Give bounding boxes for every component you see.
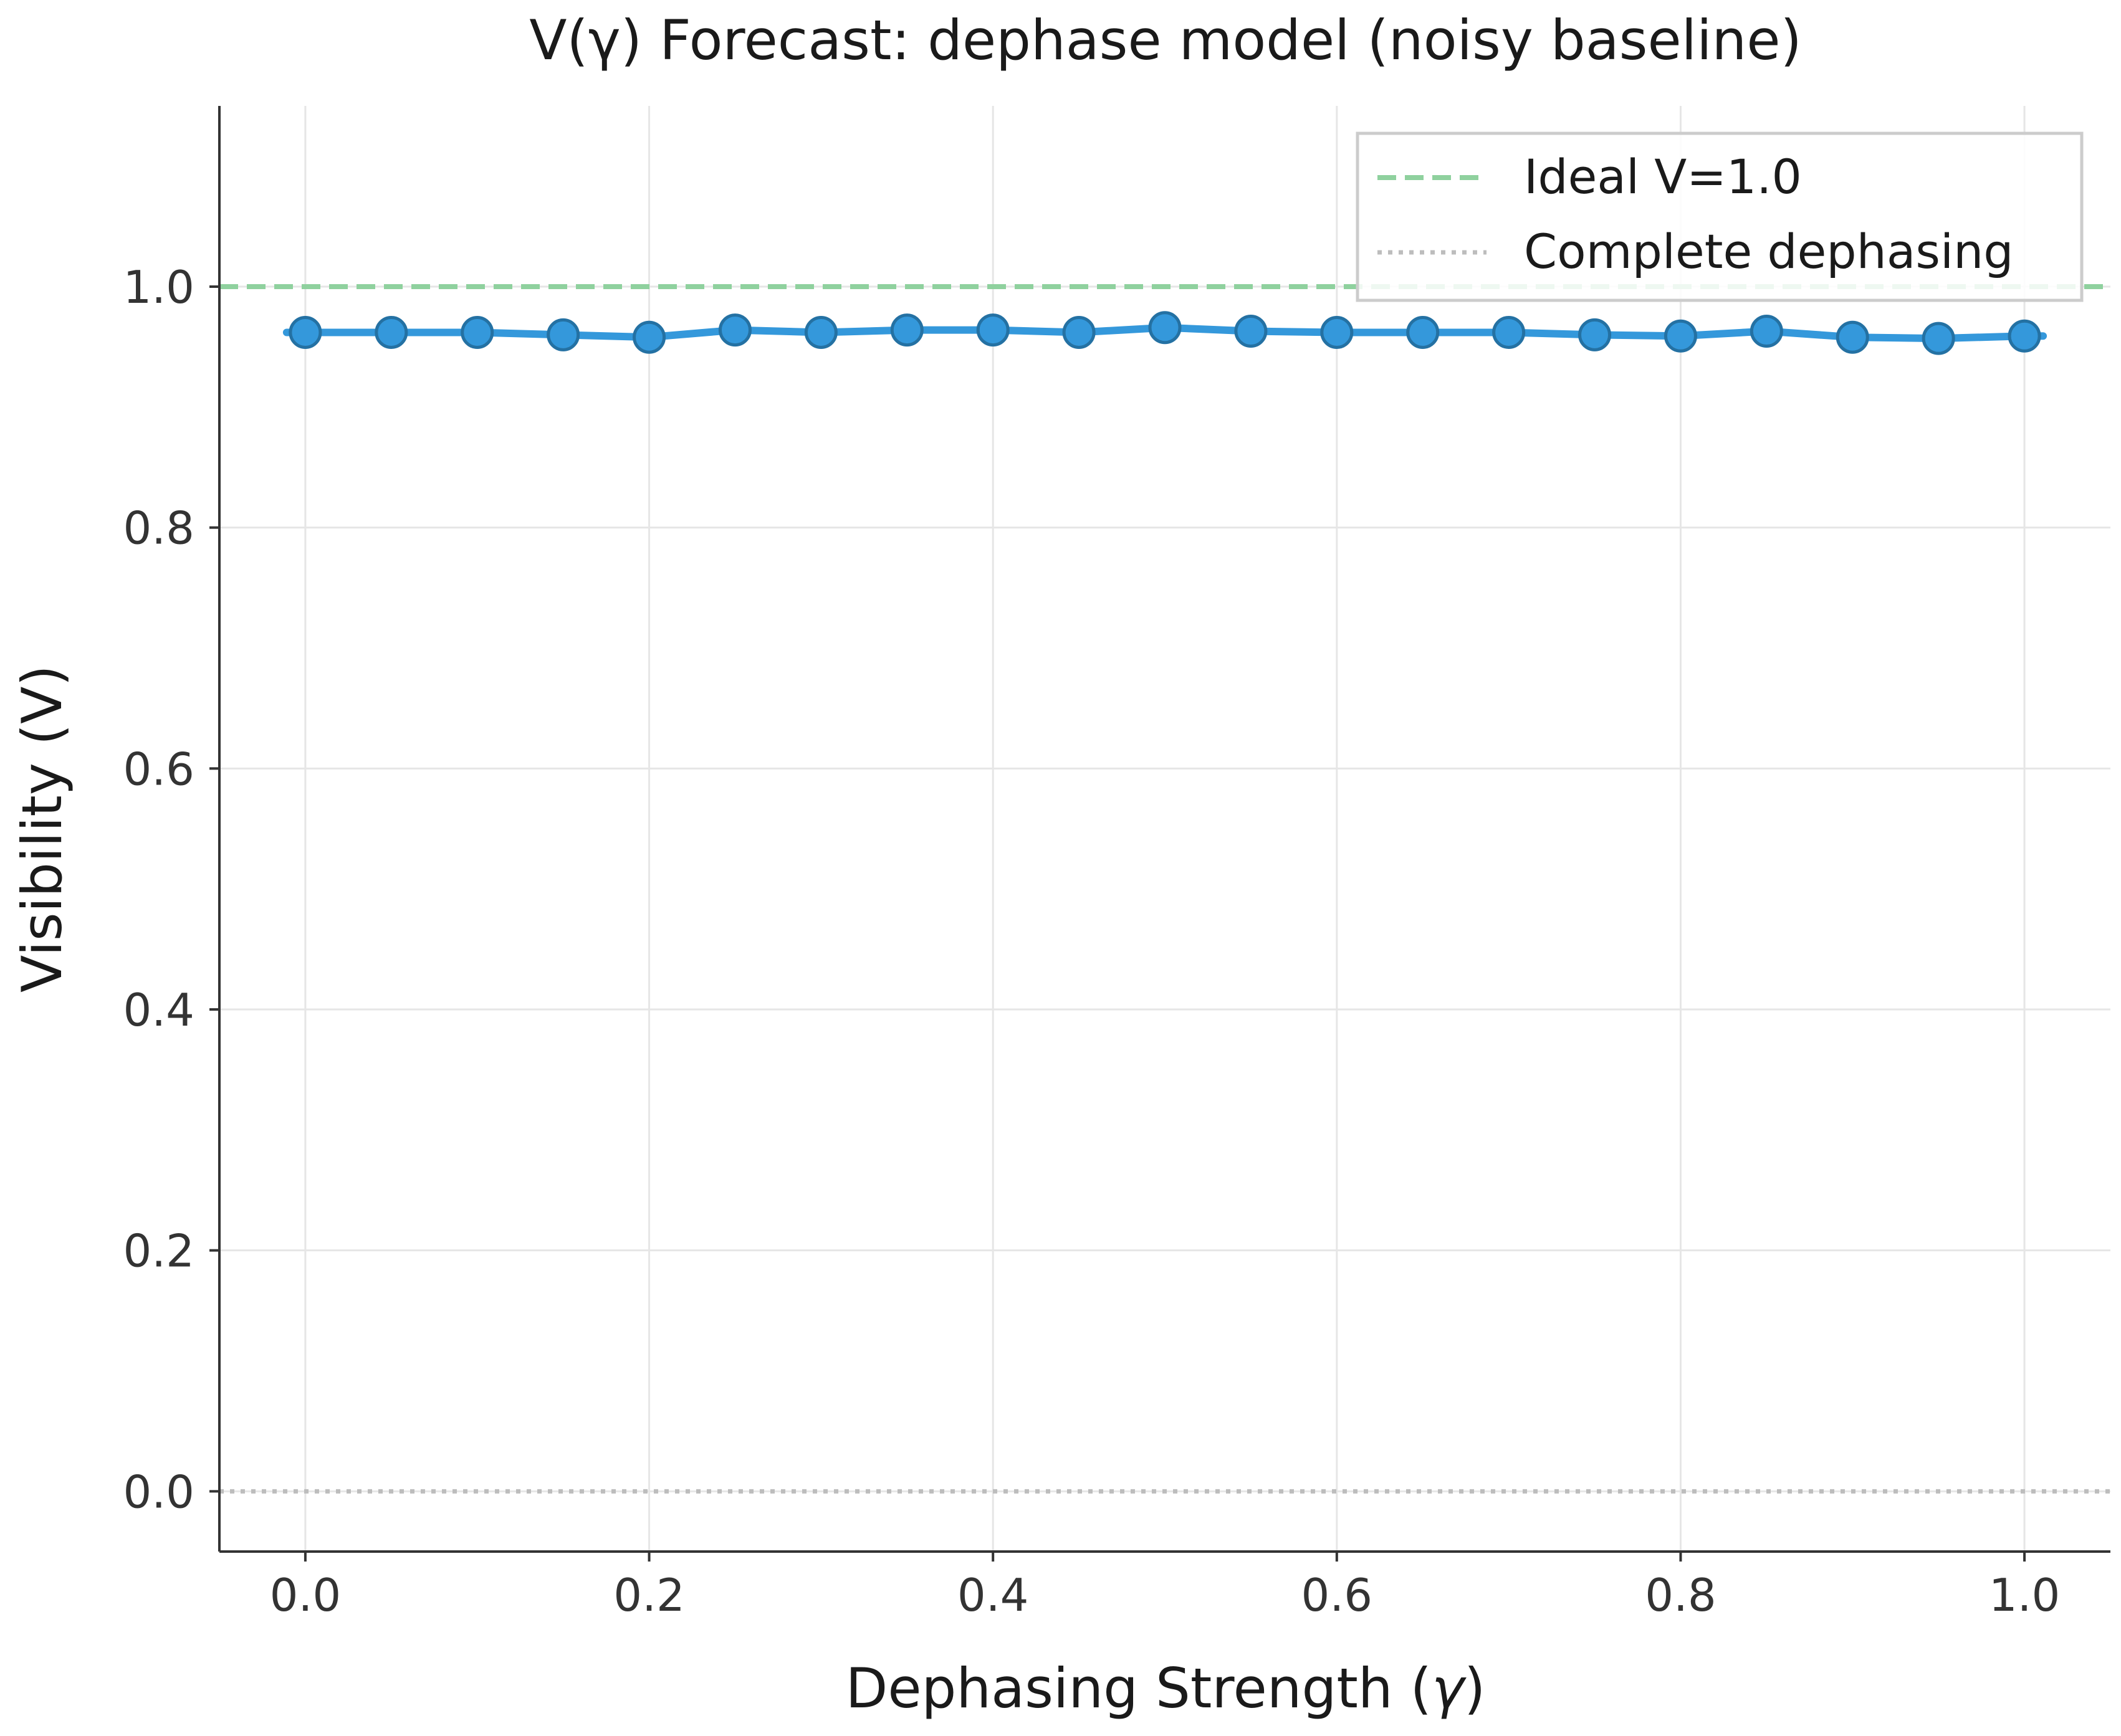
y-tick-label-4: 0.8 — [123, 502, 194, 555]
data-point-3 — [547, 318, 580, 351]
data-point-4 — [633, 320, 666, 354]
grid — [219, 106, 2110, 1552]
legend-box — [1356, 131, 2084, 302]
data-point-8 — [976, 313, 1010, 347]
x-axis-label-prefix: Dephasing Strength ( — [846, 1656, 1432, 1720]
x-axis-label: Dephasing Strength (γ) — [846, 1656, 1486, 1720]
data-point-18 — [1836, 320, 1869, 354]
legend: Ideal V=1.0 Complete dephasing — [1356, 131, 2084, 302]
data-point-20 — [2008, 319, 2041, 353]
data-point-2 — [461, 315, 494, 349]
data-point-10 — [1148, 311, 1182, 345]
x-tick-label-0: 0.0 — [270, 1569, 342, 1621]
data-point-6 — [804, 315, 838, 349]
y-tick-label-3: 0.6 — [123, 743, 194, 795]
y-tick-label-0: 0.0 — [123, 1466, 194, 1518]
legend-label-complete-dephasing: Complete dephasing — [1524, 224, 2014, 279]
x-tick-label-1: 0.2 — [613, 1569, 685, 1621]
x-tick-label-4: 0.8 — [1645, 1569, 1716, 1621]
data-point-1 — [375, 315, 408, 349]
data-point-5 — [718, 313, 752, 347]
legend-label-ideal: Ideal V=1.0 — [1524, 149, 1802, 204]
x-tick-label-3: 0.6 — [1301, 1569, 1373, 1621]
y-tick-label-2: 0.4 — [123, 984, 194, 1036]
series — [282, 311, 2047, 355]
y-axis-label: Visibility (V) — [10, 665, 74, 993]
data-point-12 — [1320, 315, 1354, 349]
data-point-14 — [1492, 315, 1526, 349]
data-point-13 — [1406, 315, 1440, 349]
y-tick-label-1: 0.2 — [123, 1225, 194, 1277]
data-point-15 — [1578, 318, 1612, 351]
data-point-9 — [1062, 315, 1096, 349]
chart-title: V(γ) Forecast: dephase model (noisy base… — [529, 8, 1802, 72]
data-point-7 — [890, 313, 924, 347]
x-tick-label-2: 0.4 — [957, 1569, 1029, 1621]
x-axis-label-suffix: ) — [1464, 1656, 1485, 1720]
data-point-17 — [1750, 315, 1783, 348]
data-point-16 — [1664, 319, 1697, 353]
x-axis-label-gamma: γ — [1432, 1656, 1467, 1720]
data-point-19 — [1922, 322, 1955, 355]
y-tick-label-5: 1.0 — [123, 261, 194, 313]
data-point-0 — [289, 315, 322, 349]
x-tick-label-5: 1.0 — [1989, 1569, 2061, 1621]
ticks: 0.0 0.2 0.4 0.6 0.8 1.0 0.0 0.2 0.4 0.6 0.8 1.0 — [123, 261, 2060, 1621]
data-point-11 — [1234, 315, 1268, 348]
